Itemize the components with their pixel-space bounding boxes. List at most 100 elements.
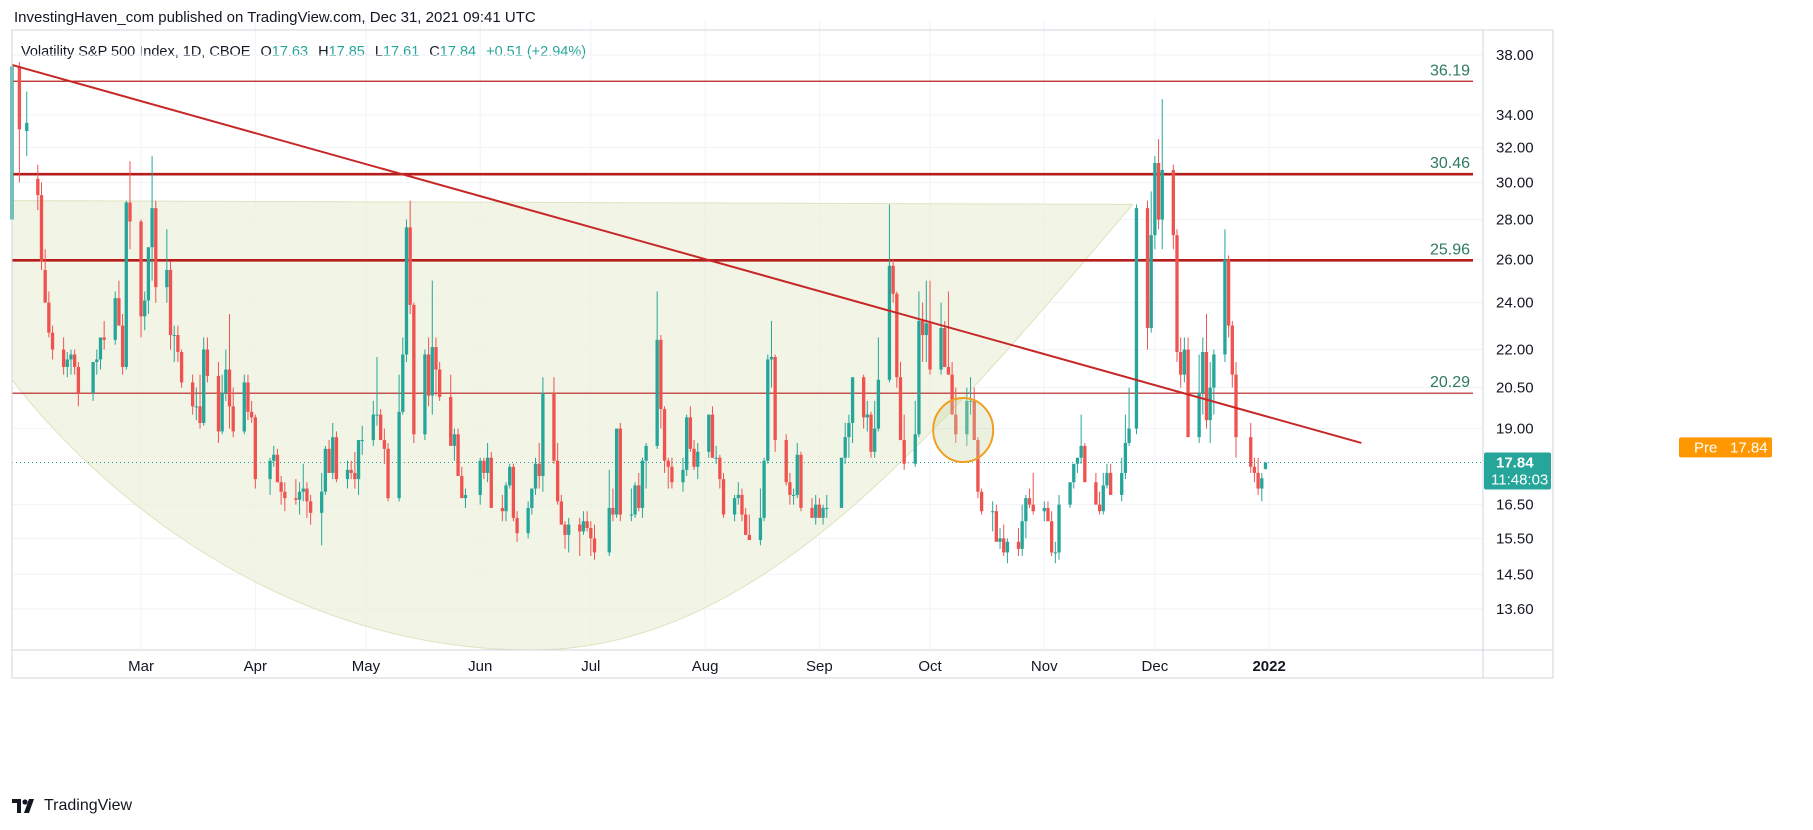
candle-body xyxy=(482,460,486,473)
last-tag-box xyxy=(1484,452,1551,490)
candle-body xyxy=(1105,472,1109,486)
candle-down xyxy=(39,182,44,270)
candle-body xyxy=(847,422,851,438)
candle-body xyxy=(1204,352,1209,421)
candle-body xyxy=(430,347,434,396)
candle-body xyxy=(198,406,202,423)
candle-up xyxy=(633,482,637,518)
candle-down xyxy=(1097,491,1102,515)
candle-body xyxy=(449,396,453,446)
candle-down xyxy=(73,349,77,375)
candle-up xyxy=(821,504,825,525)
level-label: 30.46 xyxy=(1430,155,1470,172)
candle-body xyxy=(1120,472,1124,495)
candle-body xyxy=(659,339,663,410)
candle-body xyxy=(869,414,873,452)
candle-body xyxy=(784,440,788,483)
candle-body xyxy=(172,335,176,337)
candle-body xyxy=(843,437,847,458)
candle-up xyxy=(404,219,409,362)
level-label: 25.96 xyxy=(1430,241,1470,258)
candle-down xyxy=(294,479,298,505)
symbol-legend: Volatility S&P 500 Index, 1D, CBOE O17.6… xyxy=(21,44,586,60)
candle-body xyxy=(308,501,313,513)
candle-body xyxy=(710,414,715,458)
candle-down xyxy=(928,280,932,375)
candle-down xyxy=(382,428,387,464)
price-tick-label: 26.00 xyxy=(1496,252,1534,269)
candle-down xyxy=(231,387,235,438)
candle-body xyxy=(555,460,560,502)
candle-up xyxy=(850,377,855,443)
candle-body xyxy=(773,356,777,441)
candle-up xyxy=(533,457,538,495)
candle-down xyxy=(946,291,951,375)
candle-body xyxy=(825,507,829,509)
candle-up xyxy=(375,356,379,426)
candle-down xyxy=(563,521,567,549)
candle-body xyxy=(1127,428,1131,443)
candle-down xyxy=(190,374,195,415)
candle-up xyxy=(1105,463,1109,489)
candle-body xyxy=(1005,541,1010,553)
candle-down xyxy=(1204,314,1209,429)
candle-up xyxy=(98,337,103,370)
candle-body xyxy=(1153,162,1157,236)
candle-down xyxy=(555,442,560,505)
candle-body xyxy=(283,491,287,499)
candle-up xyxy=(714,445,718,464)
time-axis[interactable]: Mar Apr May Jun Jul Aug Sep Oct Nov Dec 2022 xyxy=(128,658,1286,675)
candle-up xyxy=(1024,494,1028,539)
candle-down xyxy=(489,451,493,508)
candle-body xyxy=(1046,507,1050,522)
price-tick-label: 16.50 xyxy=(1496,497,1534,514)
price-axis[interactable]: 38.00 34.00 32.00 30.00 28.00 26.00 24.00 22.00… xyxy=(1496,47,1534,618)
candle-body xyxy=(589,528,593,539)
tradingview-logo-icon xyxy=(12,799,34,813)
candle-body xyxy=(567,524,571,535)
candle-body xyxy=(190,382,195,407)
price-tick-label: 38.00 xyxy=(1496,47,1534,64)
candle-down xyxy=(47,291,51,338)
candle-body xyxy=(1226,259,1231,326)
candle-body xyxy=(371,414,375,441)
candle-up xyxy=(1201,337,1205,415)
candle-down xyxy=(1002,524,1006,557)
candle-body xyxy=(732,498,737,515)
candle-body xyxy=(913,434,917,464)
candle-body xyxy=(165,269,169,288)
candle-down xyxy=(950,361,954,415)
time-tick-label: Apr xyxy=(244,658,267,675)
candle-body xyxy=(530,488,534,508)
candle-down xyxy=(861,374,866,429)
candle-up xyxy=(1042,501,1046,522)
tradingview-brand[interactable]: TradingView xyxy=(12,797,132,815)
candle-down xyxy=(692,440,696,470)
candle-body xyxy=(17,66,22,130)
candle-body xyxy=(382,440,387,449)
candle-up xyxy=(1053,541,1057,564)
candle-up xyxy=(1079,414,1083,464)
candle-up xyxy=(323,445,328,495)
candle-down xyxy=(426,337,431,407)
price-tick-label: 19.00 xyxy=(1496,421,1534,438)
candle-body xyxy=(1149,235,1153,328)
candle-up xyxy=(1057,494,1061,560)
price-tick-label: 30.00 xyxy=(1496,174,1534,191)
candle-up xyxy=(1120,457,1124,502)
candle-body xyxy=(1263,462,1268,469)
candle-up xyxy=(847,414,851,458)
candle-down xyxy=(559,494,563,525)
candle-body xyxy=(714,457,718,459)
candle-body xyxy=(707,414,711,452)
candle-up xyxy=(143,291,147,331)
candle-body xyxy=(1160,169,1164,220)
time-tick-label: Sep xyxy=(806,658,833,675)
candle-body xyxy=(205,349,210,376)
candle-body xyxy=(202,349,206,423)
level-label: 20.29 xyxy=(1430,374,1470,391)
candle-body xyxy=(1020,521,1024,549)
last-tag-countdown: 11:48:03 xyxy=(1491,472,1548,489)
candle-down xyxy=(353,451,357,489)
